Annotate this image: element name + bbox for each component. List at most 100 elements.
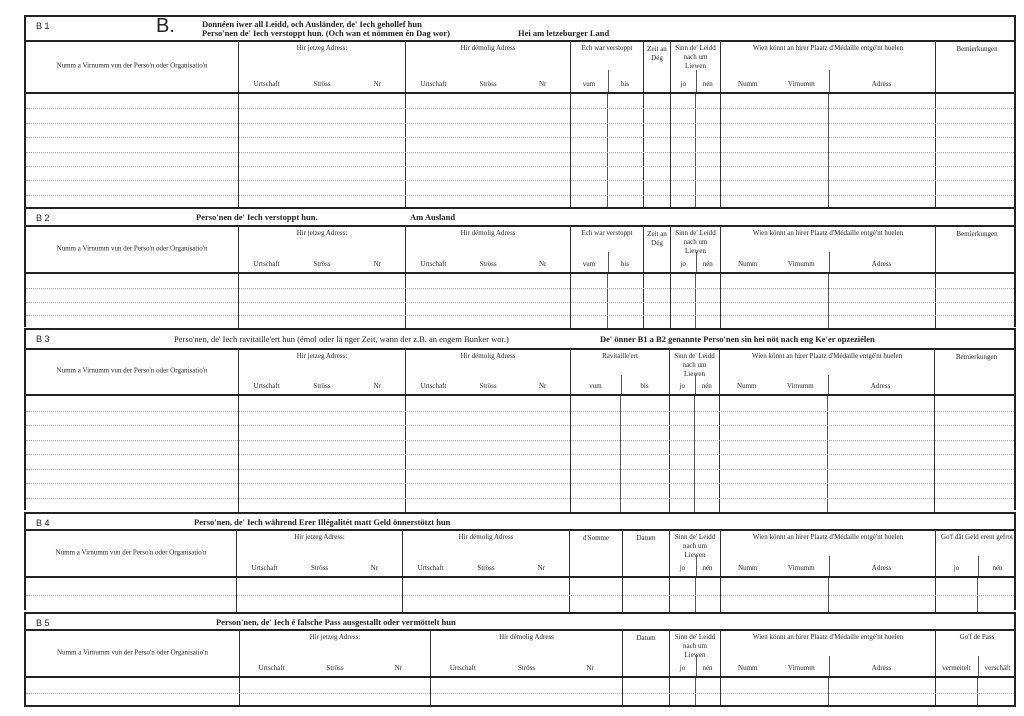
column-header: Sinn de' Leidd nach um Liewen jo nén: [669, 529, 720, 576]
column-label: Sinn de' Leidd nach um Liewen: [675, 229, 716, 255]
column-sub-label: nén: [702, 260, 713, 268]
data-entry-area[interactable]: [26, 578, 1014, 612]
column-sub-label: Urtschaft: [420, 260, 447, 268]
column-sub-label: nén: [992, 564, 1003, 572]
column-sub-label: Numm: [738, 664, 758, 672]
data-entry-area[interactable]: [26, 274, 1014, 329]
section-title-text: De' önner B1 a B2 genannte Perso'nen sin…: [600, 334, 875, 344]
column-label: Numm a Virnumm vun der Perso'n oder Orga…: [56, 61, 208, 70]
column-sub-label: vum: [582, 260, 596, 268]
column-header: Wien könnt an hirer Plaatz d'Médaille en…: [720, 529, 935, 576]
section-title-text: Hei am letzeburger Land: [518, 28, 610, 38]
section-title-text: Am Ausland: [410, 212, 456, 222]
column-header: Hir démolig Adress Urtschaft Ströss Nr: [405, 348, 570, 394]
column-label: Sinn de' Leidd nach um Liewen: [674, 633, 716, 659]
column-header-row: Numm a Virnumm vun der Perso'n oder Orga…: [26, 348, 1014, 396]
column-sub-label: Numm: [738, 80, 758, 88]
column-sub-labels: vum bis: [571, 260, 643, 268]
column-sub-label: Ströss: [479, 382, 497, 390]
column-label: Hir démolig Adress: [460, 352, 516, 360]
column-header: Sinn de' Leidd nach um Liewen jo nén: [670, 225, 720, 272]
column-label: Hir démolig Adress: [458, 533, 514, 541]
column-header: Ech war verstoppt vum bis: [570, 40, 643, 92]
column-sub-label: Ströss: [479, 80, 497, 88]
section-title-text: Donnéen iwer all Leidd, och Ausländer, d…: [202, 19, 422, 29]
column-sub-label: Urtschaft: [253, 382, 280, 390]
column-sub-label: Ströss: [479, 260, 497, 268]
section-code: B 3: [36, 334, 50, 344]
entry-row-line: [26, 497, 1014, 499]
column-sub-labels: Urtschaft Ströss Nr: [406, 260, 570, 268]
column-label: Hir jetzeg Adress:: [296, 352, 348, 360]
column-sub-label: Numm: [738, 564, 758, 572]
entry-row-line: [26, 108, 1014, 110]
section-title-text: Perso'nen de' Iech verstoppt hun. (Och w…: [202, 28, 450, 38]
sub-group: Numm Virnumm: [721, 260, 828, 268]
column-header: Bemierkungen: [935, 40, 1018, 92]
column-label: Numm a Virnumm vun der Perso'n oder Orga…: [56, 366, 208, 375]
section-b4: B 4 Perso'nen, de' Iech während Erer Illé…: [24, 512, 1016, 612]
entry-row-line: [26, 122, 1014, 124]
entry-row-line: [26, 692, 1014, 694]
column-sub-label: Nr: [538, 260, 547, 268]
section-title-bar: B 3 Perso'nen, de' Iech ravitaille'ert hu…: [26, 330, 1014, 350]
section-title-text: Perso'nen, de' Iech ravitaille'ert hun (…: [174, 334, 509, 344]
column-header-row: Numm a Virnumm vun der Perso'n oder Orga…: [26, 225, 1014, 274]
column-sub-label: Nr: [373, 382, 382, 390]
entry-row-line: [26, 439, 1014, 441]
column-label: Ravitaille'ert: [602, 352, 638, 360]
sub-divider: [828, 556, 830, 576]
sub-divider: [607, 70, 609, 92]
column-sub-label: Urtschaft: [420, 80, 447, 88]
column-sub-labels: jo nén: [671, 80, 720, 88]
section-code: B 1: [36, 21, 50, 31]
column-sub-labels: Urtschaft Ströss Nr: [431, 664, 622, 672]
section-b5: B 5 Person'nen, de' Iech é falsche Pass a…: [24, 612, 1018, 707]
section-title-bar: B 2 Perso'nen de' Iech verstoppt hun. Am A…: [26, 209, 1014, 227]
column-header-row: Numm a Virnumm vun der Perso'n oder Orga…: [26, 40, 1014, 94]
section-code: B 4: [36, 518, 50, 528]
column-sub-label: nén: [701, 382, 712, 390]
entry-row-line: [26, 287, 1014, 289]
sub-divider: [828, 70, 830, 92]
sub-divider: [828, 656, 830, 676]
sub-divider: [620, 374, 622, 394]
column-sub-label: Virnumm: [787, 80, 815, 88]
column-sub-label: Ströss: [326, 664, 344, 672]
column-sub-label: Urtschaft: [417, 564, 444, 572]
column-sub-label: Numm: [738, 260, 758, 268]
column-header: Hir jetzeg Adress: Urtschaft Ströss Nr: [238, 40, 405, 92]
column-sub-label: Ströss: [477, 564, 495, 572]
column-sub-label: jo: [953, 564, 960, 572]
column-sub-labels: Urtschaft Ströss Nr: [406, 80, 570, 88]
column-sub-label: Ströss: [310, 564, 329, 572]
column-header: Datum: [622, 629, 669, 676]
column-label: Ech war verstoppt: [581, 44, 633, 52]
column-sub-labels: Urtschaft Ströss Nr: [239, 260, 405, 268]
entry-row-line: [26, 194, 1014, 196]
column-sub-label: jo: [680, 80, 686, 88]
data-entry-area[interactable]: [26, 94, 1014, 209]
column-header: Ravitaille'ert vum bis: [570, 348, 669, 394]
data-entry-area[interactable]: [26, 678, 1014, 707]
column-sub-label: jo: [679, 382, 685, 390]
column-label: Hir jetzeg Adress:: [294, 533, 345, 541]
column-sub-label: Nr: [370, 564, 379, 572]
column-label: Wien könnt an hirer Plaatz d'Médaille en…: [751, 352, 903, 360]
column-header: Go'f de Pass vermeitelt verschäft: [935, 629, 1018, 676]
column-sub-labels: Urtschaft Ströss Nr: [406, 382, 570, 390]
section-b2: B 2 Perso'nen de' Iech verstoppt hun. Am A…: [24, 207, 1016, 329]
column-label: Numm a Virnumm vun der Perso'n oder Orga…: [56, 244, 208, 252]
column-sub-label: Virnumm: [787, 260, 815, 268]
section-title-text: Perso'nen, de' Iech während Erer Illégal…: [194, 517, 451, 527]
section-title-bar: B 5 Person'nen, de' Iech é falsche Pass a…: [26, 614, 1014, 631]
data-entry-area[interactable]: [26, 396, 1014, 512]
section-title-text: Perso'nen de' Iech verstoppt hun.: [196, 212, 318, 222]
column-sub-label: Virnumm: [786, 382, 814, 390]
column-sub-label: Adress: [871, 260, 892, 268]
entry-row-line: [26, 315, 1014, 317]
column-label: Bemierkungen: [955, 353, 998, 361]
column-sub-labels: vum bis: [571, 382, 669, 390]
entry-row-line: [26, 454, 1014, 455]
column-label: Bemierkungen: [956, 230, 998, 238]
